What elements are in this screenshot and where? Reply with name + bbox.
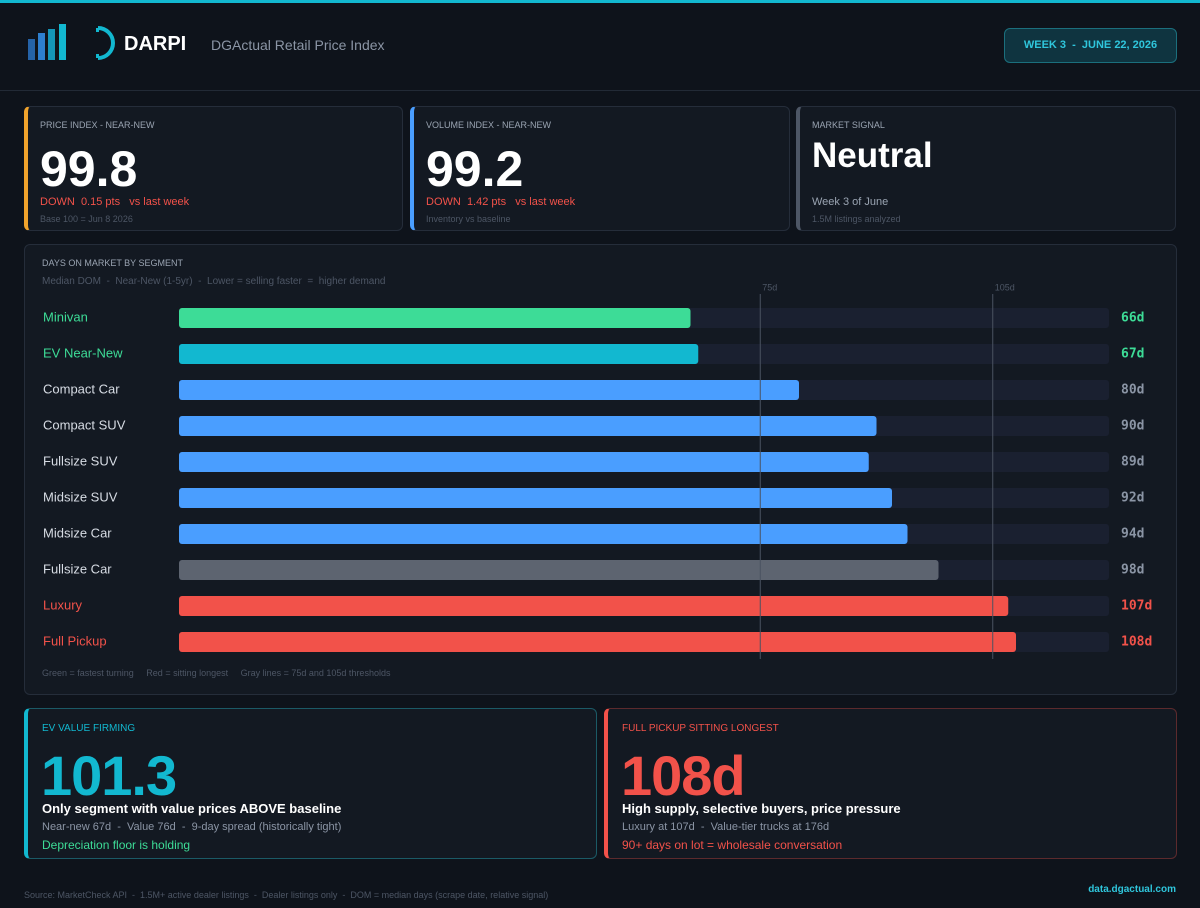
category-label: EV Near-New [43, 345, 123, 360]
source: Source: MarketCheck API - 1.5M+ active d… [24, 890, 549, 900]
category-label: Full Pickup [43, 633, 107, 648]
bar [179, 380, 799, 400]
highlight-callout: Depreciation floor is holding [42, 838, 191, 852]
highlight-value: 101.3 [41, 744, 177, 807]
footer-link[interactable]: data.dgactual.com [1088, 884, 1176, 895]
highlight-callout: 90+ days on lot = wholesale conversation [622, 838, 843, 852]
kpi-delta: DOWN 1.42 pts vs last week [426, 196, 576, 208]
category-label: Minivan [43, 309, 88, 324]
threshold-label: 105d [995, 282, 1015, 292]
bar [179, 452, 869, 472]
bar [179, 416, 877, 436]
chart-panel: DAYS ON MARKET BY SEGMENT Median DOM - N… [24, 244, 1177, 695]
value-label: 66d [1121, 311, 1144, 326]
highlight-headline: High supply, selective buyers, price pre… [622, 801, 901, 816]
bar [179, 524, 908, 544]
highlight-label: FULL PICKUP SITTING LONGEST [622, 723, 779, 734]
highlight-card: EV VALUE FIRMING 101.3 Only segment with v… [24, 708, 597, 859]
kpi-delta: Week 3 of June [812, 196, 889, 208]
value-label: 90d [1121, 419, 1144, 434]
chart-note: Green = fastest turning Red = sitting lo… [42, 668, 391, 678]
logo [28, 24, 115, 60]
kpi-card: PRICE INDEX - NEAR-NEW 99.8 DOWN 0.15 pts … [24, 106, 403, 231]
footer-source: Source: MarketCheck API - 1.5M+ active d… [24, 885, 548, 903]
threshold-label: 75d [762, 282, 777, 292]
kpi-label: PRICE INDEX - NEAR-NEW [40, 120, 155, 130]
kpi-note: 1.5M listings analyzed [812, 214, 901, 224]
chart-title: DAYS ON MARKET BY SEGMENT [42, 258, 184, 268]
highlight-detail: Luxury at 107d - Value-tier trucks at 17… [622, 821, 830, 833]
value-label: 67d [1121, 347, 1144, 362]
kpi-delta: DOWN 0.15 pts vs last week [40, 196, 190, 208]
category-label: Midsize SUV [43, 489, 118, 504]
category-label: Compact SUV [43, 417, 126, 432]
kpi-value: Neutral [812, 136, 933, 175]
category-label: Fullsize SUV [43, 453, 118, 468]
highlight-card: FULL PICKUP SITTING LONGEST 108d High supp… [604, 708, 1177, 859]
highlight-detail: Near-new 67d - Value 76d - 9-day spread … [42, 821, 342, 833]
value-label: 94d [1121, 527, 1144, 542]
category-label: Compact Car [43, 381, 120, 396]
bar [179, 560, 939, 580]
kpi-label: VOLUME INDEX - NEAR-NEW [426, 120, 552, 130]
highlight-headline: Only segment with value prices ABOVE bas… [42, 801, 342, 816]
kpi-value: 99.8 [40, 141, 138, 197]
value-label: 89d [1121, 455, 1144, 470]
kpi-card: VOLUME INDEX - NEAR-NEW 99.2 DOWN 1.42 pts… [410, 106, 790, 231]
category-label: Midsize Car [43, 525, 112, 540]
value-label: 107d [1121, 599, 1152, 614]
kpi-note: Base 100 = Jun 8 2026 [40, 214, 133, 224]
highlight-value: 108d [621, 744, 746, 807]
week-badge: WEEK 3 - JUNE 22, 2026 [1004, 28, 1177, 63]
chart-subtitle: Median DOM - Near-New (1-5yr) - Lower = … [42, 276, 386, 287]
bar [179, 488, 892, 508]
bar [179, 308, 691, 328]
chart: Minivan 66d EV Near-New 67d Compact Car 80d Co… [43, 282, 1152, 659]
kpi-label: MARKET SIGNAL [812, 120, 885, 130]
header-divider [0, 90, 1200, 91]
kpi-value: 99.2 [426, 141, 524, 197]
brand: DARPI [124, 33, 187, 55]
value-label: 108d [1121, 635, 1152, 650]
category-label: Fullsize Car [43, 561, 112, 576]
value-label: 80d [1121, 383, 1144, 398]
value-label: 92d [1121, 491, 1144, 506]
bar [179, 632, 1016, 652]
top-accent [0, 0, 1200, 3]
kpi-note: Inventory vs baseline [426, 214, 511, 224]
bar [179, 344, 699, 364]
header-subtitle: DGActual Retail Price Index [211, 37, 385, 53]
value-label: 98d [1121, 563, 1144, 578]
category-label: Luxury [43, 597, 83, 612]
kpi-card: MARKET SIGNAL Neutral Week 3 of June 1.5M l… [796, 106, 1176, 231]
bar [179, 596, 1009, 616]
highlight-label: EV VALUE FIRMING [42, 723, 136, 734]
